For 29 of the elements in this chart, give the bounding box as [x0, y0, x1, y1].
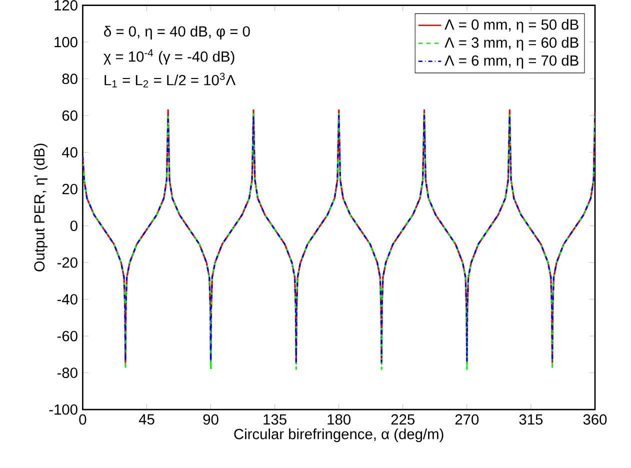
x-tick-label: 45: [138, 414, 154, 424]
y-tick-label: -100: [49, 404, 78, 415]
x-tick-label: 225: [391, 414, 414, 425]
legend-label: Λ = 0 mm, η = 50 dB: [444, 18, 578, 33]
y-tick-label: 80: [62, 74, 78, 84]
x-tick-label: 270: [455, 414, 479, 425]
y-tick-label: 40: [62, 147, 78, 158]
y-tick-label: -20: [57, 257, 78, 268]
y-tick-label: 0: [70, 220, 78, 231]
annotation: L$_{1}$ = L$_{2}$ = L/2 = 10$^{3}$Λ: [104, 72, 236, 88]
y-tick-label: -60: [57, 330, 78, 342]
y-tick-label: 100: [54, 36, 78, 48]
y-tick-label: 60: [62, 110, 78, 121]
x-tick-label: 135: [264, 414, 286, 425]
x-tick-label: 180: [328, 414, 350, 425]
y-tick-label: 20: [62, 184, 78, 194]
x-tick-label: 90: [203, 414, 218, 425]
x-tick-label: 360: [583, 414, 607, 425]
y-tick-label: -80: [57, 368, 78, 378]
legend-label: Λ = 3 mm, η = 60 dB: [444, 36, 578, 51]
x-tick-label: 0: [79, 414, 86, 425]
y-tick-label: -40: [57, 294, 78, 304]
y-axis-title: Output PER, η' (dB): [34, 144, 48, 272]
y-tick-label: 120: [54, 0, 78, 10]
annotation: χ = 10$^{-4}$ (γ = -40 dB): [104, 49, 234, 65]
x-tick-label: 315: [519, 414, 543, 425]
x-axis-title: Circular birefringence, α (deg/m): [234, 428, 444, 442]
legend-label: Λ = 6 mm, η = 70 dB: [444, 54, 578, 69]
annotation: δ = 0, η = 40 dB, φ = 0: [104, 26, 250, 40]
